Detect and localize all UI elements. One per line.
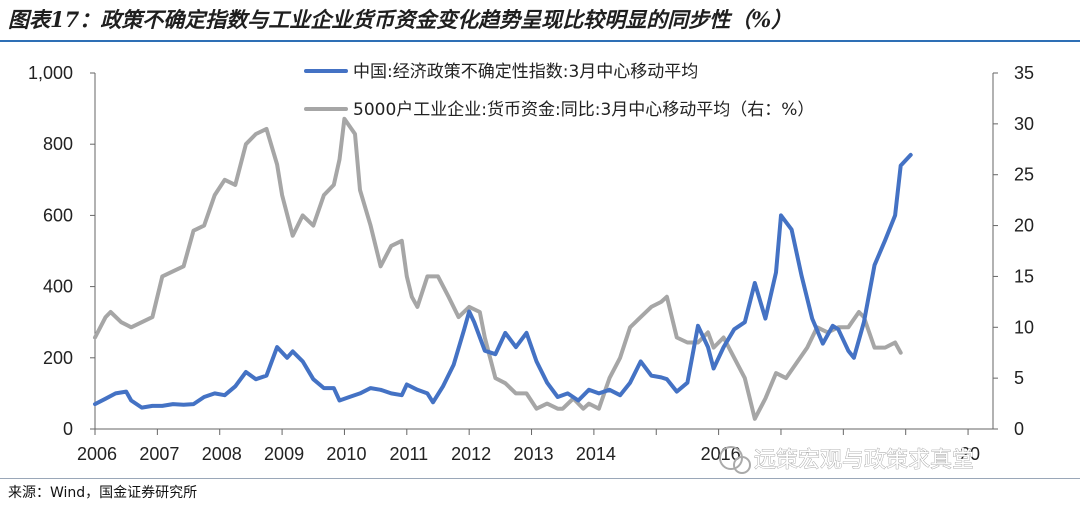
x-tick-label: 2011	[389, 444, 428, 464]
x-tick-label: 2012	[451, 444, 491, 464]
y-right-tick-label: 0	[1014, 419, 1024, 439]
y-right-tick-label: 30	[1014, 114, 1034, 134]
x-tick-label: 20	[960, 444, 980, 464]
y-left-tick-label: 600	[43, 205, 73, 225]
x-tick-label: 2009	[264, 444, 304, 464]
y-right-tick-label: 5	[1014, 368, 1024, 388]
y-left-tick-label: 800	[43, 134, 73, 154]
bottom-rule	[0, 478, 1080, 479]
y-left-tick-label: 200	[43, 348, 73, 368]
source-note: 来源：Wind，国金证券研究所	[8, 485, 198, 501]
legend: 中国:经济政策不确定性指数:3月中心移动平均 5000户工业企业:货币资金:同比:…	[304, 62, 814, 120]
wechat-icon-bubble-small	[733, 456, 751, 474]
x-tick-label: 2007	[139, 444, 179, 464]
x-tick-label: 2013	[514, 444, 554, 464]
y-right-tick-label: 15	[1014, 266, 1034, 286]
series-line-policy-uncertainty	[93, 152, 913, 410]
legend-label: 中国:经济政策不确定性指数:3月中心移动平均	[353, 62, 698, 82]
line-chart: 0 200 400 600 800 1,000 0 5 10 15 20 25 30 35 2006 2007…	[28, 62, 1034, 474]
watermark-text: 远策宏观与政策求真堂	[754, 448, 974, 473]
wechat-icon	[719, 446, 751, 474]
legend-label: 5000户工业企业:货币资金:同比:3月中心移动平均（右：%）	[353, 100, 814, 120]
y-left-tick-label: 1,000	[28, 63, 73, 83]
y-right-tick-label: 20	[1014, 216, 1034, 236]
x-tick-label: 2008	[202, 444, 242, 464]
watermark: 远策宏观与政策求真堂	[719, 446, 974, 474]
title-rule	[0, 40, 1080, 42]
y-right-tick-label: 10	[1014, 317, 1034, 337]
axes: 0 200 400 600 800 1,000 0 5 10 15 20 25 30 35 2006 2007…	[28, 63, 1034, 464]
y-left-tick-label: 400	[43, 277, 73, 297]
series-line-monetary-funds	[93, 116, 903, 421]
x-tick-label: 2006	[77, 444, 117, 464]
x-tick-label: 2010	[326, 444, 366, 464]
x-tick-label: 2014	[576, 444, 616, 464]
y-right-tick-label: 25	[1014, 165, 1034, 185]
series-lines	[93, 116, 913, 421]
y-left-tick-label: 0	[63, 419, 73, 439]
chart-title: 图表17：政策不确定指数与工业企业货币资金变化趋势呈现比较明显的同步性（%）	[8, 7, 793, 32]
y-right-tick-label: 35	[1014, 63, 1034, 83]
